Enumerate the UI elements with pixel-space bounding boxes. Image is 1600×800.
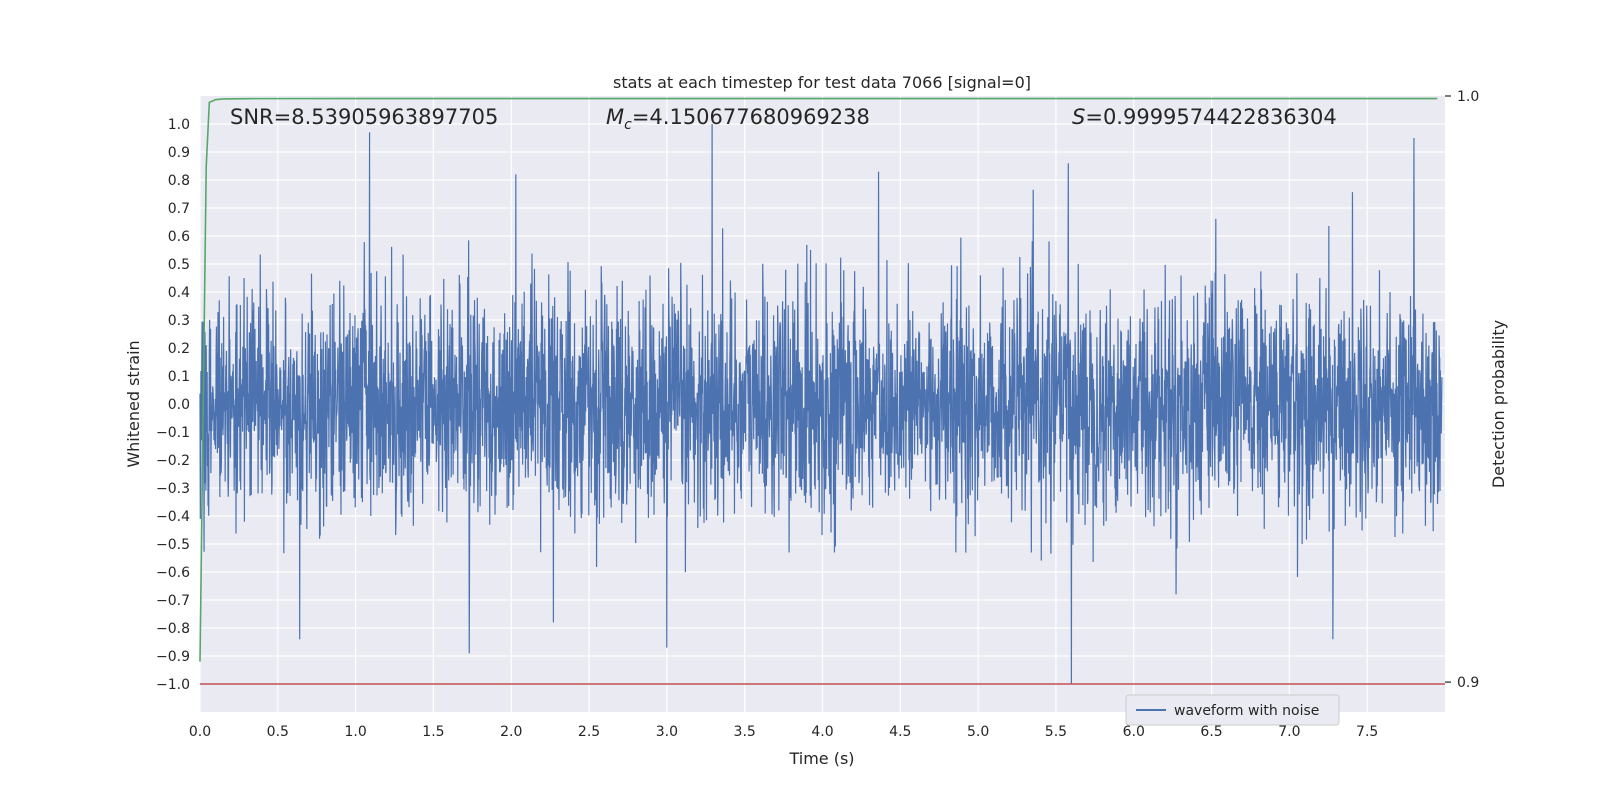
y-tick-label: −0.9 bbox=[156, 649, 190, 665]
y-tick-label: −0.1 bbox=[156, 425, 190, 441]
snr-annotation: SNR=8.53905963897705 bbox=[230, 105, 498, 129]
y2-axis: 1.0 0.9 bbox=[1445, 89, 1479, 691]
legend-entry-waveform: waveform with noise bbox=[1174, 703, 1319, 719]
y-tick-label: 0.4 bbox=[168, 285, 190, 301]
chirp-mass-subscript: c bbox=[624, 117, 632, 133]
chirp-mass-value: =4.150677680969238 bbox=[632, 105, 870, 129]
x-tick-label: 5.5 bbox=[1045, 724, 1067, 740]
x-tick-label: 0.5 bbox=[267, 724, 289, 740]
x-tick-label: 0.0 bbox=[189, 724, 211, 740]
y-tick-label: 1.0 bbox=[168, 117, 190, 133]
y-tick-label: 0.8 bbox=[168, 173, 190, 189]
x-tick-label: 4.5 bbox=[889, 724, 911, 740]
y-tick-label: 0.5 bbox=[168, 257, 190, 273]
x-tick-label: 6.0 bbox=[1123, 724, 1145, 740]
y-axis-label: Whitened strain bbox=[124, 340, 143, 467]
probability-series bbox=[199, 97, 1438, 662]
y-tick-label: 0.7 bbox=[168, 201, 190, 217]
y-tick-label: 0.6 bbox=[168, 229, 190, 245]
x-tick-label: 3.5 bbox=[734, 724, 756, 740]
x-tick-label: 6.5 bbox=[1200, 724, 1222, 740]
y-tick-label: 0.1 bbox=[168, 369, 190, 385]
y2-axis-label: Detection probability bbox=[1489, 320, 1508, 488]
legend: waveform with noise bbox=[1125, 694, 1340, 726]
waveform-line bbox=[199, 123, 1443, 685]
y-tick-label: 0.0 bbox=[168, 397, 190, 413]
x-tick-label: 1.0 bbox=[344, 724, 366, 740]
detection-probability-line bbox=[199, 97, 1438, 662]
x-tick-label: 3.0 bbox=[656, 724, 678, 740]
y-axis: 1.0 0.9 0.8 0.7 0.6 0.5 0.4 0.3 0.2 0.1 0.0 −0.1 −0.… bbox=[156, 117, 190, 693]
x-tick-label: 2.0 bbox=[500, 724, 522, 740]
chart-title: stats at each timestep for test data 706… bbox=[613, 73, 1031, 92]
y-tick-label: −0.7 bbox=[156, 593, 190, 609]
x-axis-label: Time (s) bbox=[788, 749, 854, 768]
chirp-mass-annotation: Mc=4.150677680969238 bbox=[606, 105, 870, 133]
y2-tick-label: 1.0 bbox=[1457, 89, 1479, 105]
y-tick-label: 0.9 bbox=[168, 145, 190, 161]
detection-stat-annotation: S=0.9999574422836304 bbox=[1072, 105, 1337, 129]
waveform-series bbox=[199, 123, 1443, 685]
x-tick-label: 2.5 bbox=[578, 724, 600, 740]
y-tick-label: −0.5 bbox=[156, 537, 190, 553]
x-tick-label: 4.0 bbox=[811, 724, 833, 740]
y-tick-label: −0.2 bbox=[156, 453, 190, 469]
chirp-mass-symbol: M bbox=[606, 105, 624, 129]
detection-stat-symbol: S bbox=[1072, 105, 1085, 129]
legend-box bbox=[1125, 694, 1340, 726]
y-tick-label: −0.8 bbox=[156, 621, 190, 637]
x-tick-label: 7.0 bbox=[1278, 724, 1300, 740]
y-tick-label: −0.6 bbox=[156, 565, 190, 581]
y-tick-label: −0.4 bbox=[156, 509, 190, 525]
x-tick-label: 1.5 bbox=[422, 724, 444, 740]
x-axis: 0.0 0.5 1.0 1.5 2.0 2.5 3.0 3.5 4.0 4.5 5.0 5.5 6.0 6… bbox=[189, 724, 1378, 740]
x-tick-label: 7.5 bbox=[1356, 724, 1378, 740]
y2-tick-label: 0.9 bbox=[1457, 675, 1479, 691]
y-tick-label: −1.0 bbox=[156, 677, 190, 693]
y-tick-label: 0.2 bbox=[168, 341, 190, 357]
y-tick-label: −0.3 bbox=[156, 481, 190, 497]
x-tick-label: 5.0 bbox=[967, 724, 989, 740]
y-tick-label: 0.3 bbox=[168, 313, 190, 329]
detection-stat-value: =0.9999574422836304 bbox=[1085, 105, 1336, 129]
